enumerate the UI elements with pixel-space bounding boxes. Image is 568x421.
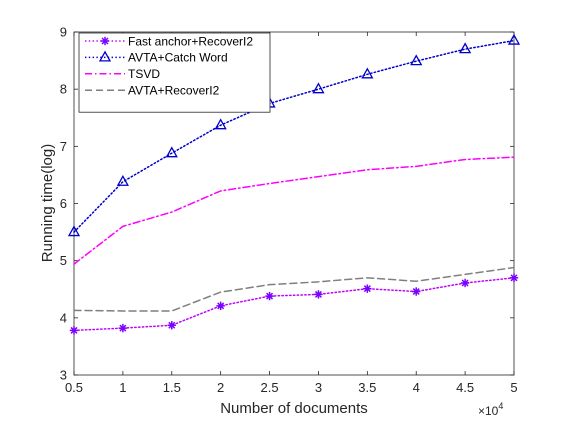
legend-entry-label: Fast anchor+RecoverI2: [128, 34, 253, 48]
marker-stroke: [168, 321, 176, 329]
series-tsvd: [73, 156, 515, 265]
x-tick-label: 5: [510, 380, 517, 395]
x-tick-label: 4.5: [456, 380, 474, 395]
data-point: [410, 54, 423, 66]
y-tick-label: 5: [60, 253, 67, 268]
x-tick-label: 1: [119, 380, 126, 395]
x-tick-label: 4: [413, 380, 420, 395]
data-point: [165, 146, 178, 158]
series-avta-recoveri2: [73, 266, 515, 312]
marker-stroke: [70, 326, 78, 334]
data-point: [412, 287, 421, 296]
data-point: [118, 323, 128, 333]
data-point: [312, 82, 325, 94]
legend-swatch-marker: [100, 36, 110, 46]
x-axis-exponent-base: ×10: [478, 404, 499, 418]
marker-stroke: [510, 274, 518, 282]
x-axis-label: Number of documents: [220, 400, 368, 417]
legend-entry-label: AVTA+RecoverI2: [128, 84, 220, 98]
legend: Fast anchor+RecoverI2 AVTA+Catch Word TSVD…: [78, 32, 271, 113]
legend-box: [78, 32, 271, 113]
marker-stroke: [412, 288, 420, 296]
x-axis-exponent-power: 4: [498, 401, 503, 411]
y-tick-label: 3: [60, 368, 67, 383]
series-fast-anchor-recoveri2: [69, 273, 519, 335]
data-point: [361, 67, 374, 79]
data-point: [509, 273, 519, 283]
x-tick-label: 0.5: [65, 380, 83, 395]
data-point: [459, 42, 472, 54]
y-tick-label: 7: [60, 139, 67, 154]
data-point: [67, 225, 81, 237]
marker-stroke: [119, 324, 127, 332]
marker-stroke: [217, 302, 225, 310]
y-tick-label: 8: [60, 82, 67, 97]
series-line: [73, 266, 515, 312]
y-axis-label: Running time(log): [39, 144, 56, 262]
series-line: [73, 277, 515, 332]
y-tick-label: 6: [60, 196, 67, 211]
data-point: [460, 278, 470, 288]
legend-swatch-marker: [98, 50, 112, 62]
x-axis-exponent: ×104: [478, 401, 503, 418]
marker-stroke: [266, 292, 274, 300]
y-tick-label: 9: [60, 25, 67, 40]
marker-stroke: [363, 285, 371, 293]
data-point: [314, 290, 323, 299]
series-line: [73, 156, 515, 265]
data-point: [214, 118, 227, 130]
data-point: [363, 284, 372, 293]
y-tick-label: 4: [60, 310, 67, 325]
x-tick-label: 3.5: [358, 380, 376, 395]
data-point: [167, 321, 176, 330]
series-line: [73, 39, 515, 233]
x-tick-label: 2.5: [261, 380, 279, 395]
data-point: [216, 301, 225, 311]
data-point: [116, 174, 129, 186]
x-tick-label: 3: [315, 380, 322, 395]
data-point: [507, 33, 521, 45]
marker-stroke: [314, 290, 322, 298]
x-tick-label: 1.5: [163, 380, 181, 395]
legend-entry-label: TSVD: [128, 67, 160, 81]
y-axis-ticks: 3 4 5 6 7 8 9: [60, 25, 514, 383]
x-tick-label: 2: [217, 380, 224, 395]
marker-stroke: [101, 37, 109, 45]
data-point: [69, 326, 79, 335]
marker-stroke: [461, 279, 469, 287]
data-point: [265, 291, 274, 301]
legend-entry-label: AVTA+Catch Word: [128, 51, 228, 65]
